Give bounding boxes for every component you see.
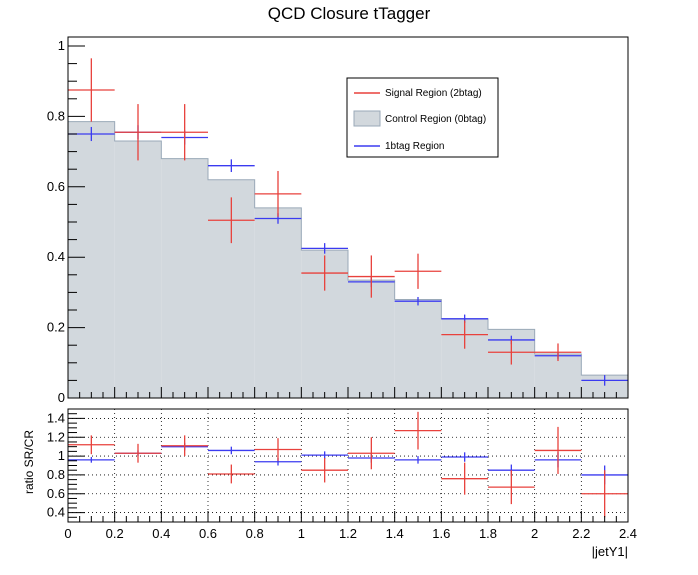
control-region-outline bbox=[68, 121, 628, 376]
control-region-bar bbox=[161, 158, 208, 398]
control-region-bar bbox=[394, 299, 442, 398]
y-tick-label: 0.4 bbox=[47, 249, 65, 264]
x-tick-label: 2 bbox=[531, 526, 538, 541]
ratio-y-tick-label: 1.2 bbox=[47, 429, 65, 444]
x-tick-label: 1.4 bbox=[386, 526, 404, 541]
y-tick-label: 1 bbox=[58, 38, 65, 53]
x-axis-label: |jetY1| bbox=[592, 544, 628, 559]
legend-entry: Signal Region (2btag) bbox=[385, 88, 482, 99]
x-tick-label: 1.6 bbox=[432, 526, 450, 541]
ratio-y-tick-label: 1 bbox=[58, 448, 65, 463]
x-tick-label: 0.8 bbox=[246, 526, 264, 541]
x-tick-label: 1.8 bbox=[479, 526, 497, 541]
x-tick-label: 0.4 bbox=[152, 526, 170, 541]
ratio-plot-area: 0.4 0.6 0.8 1 1.2 1.4 0 0.2 0.4 0.6 0.8 1 1.2 1.4 1.6 1… bbox=[47, 408, 637, 541]
control-region-bar bbox=[114, 141, 162, 399]
x-tick-label: 0.6 bbox=[199, 526, 217, 541]
y-tick-label: 0 bbox=[58, 390, 65, 405]
x-tick-label: 0 bbox=[64, 526, 71, 541]
x-tick-label: 2.2 bbox=[572, 526, 590, 541]
x-tick-label: 1 bbox=[298, 526, 305, 541]
legend-swatch-control bbox=[353, 110, 381, 127]
ratio-y-tick-label: 0.8 bbox=[47, 467, 65, 482]
ratio-y-tick-label: 1.4 bbox=[47, 410, 65, 425]
x-tick-label: 0.2 bbox=[106, 526, 124, 541]
control-region-bar bbox=[254, 207, 302, 398]
legend-entry: Control Region (0btag) bbox=[385, 114, 486, 125]
control-region-bar bbox=[534, 354, 582, 398]
ratio-y-tick-label: 0.4 bbox=[47, 505, 65, 520]
ratio-y-axis-label: ratio SR/CR bbox=[22, 430, 36, 494]
top-plot-area: 0 0.2 0.4 0.6 0.8 1 Signal Region (2btag) Contr… bbox=[47, 36, 629, 405]
y-tick-label: 0.2 bbox=[47, 320, 65, 335]
control-region-bar bbox=[68, 121, 115, 399]
chart-title: QCD Closure tTagger bbox=[268, 4, 431, 23]
y-tick-label: 0.6 bbox=[47, 179, 65, 194]
legend-entry: 1btag Region bbox=[385, 141, 445, 152]
y-tick-label: 0.8 bbox=[47, 108, 65, 123]
x-tick-label: 1.2 bbox=[339, 526, 357, 541]
control-region-bar bbox=[348, 280, 395, 398]
x-tick-label: 2.4 bbox=[619, 526, 637, 541]
ratio-y-tick-label: 0.6 bbox=[47, 486, 65, 501]
